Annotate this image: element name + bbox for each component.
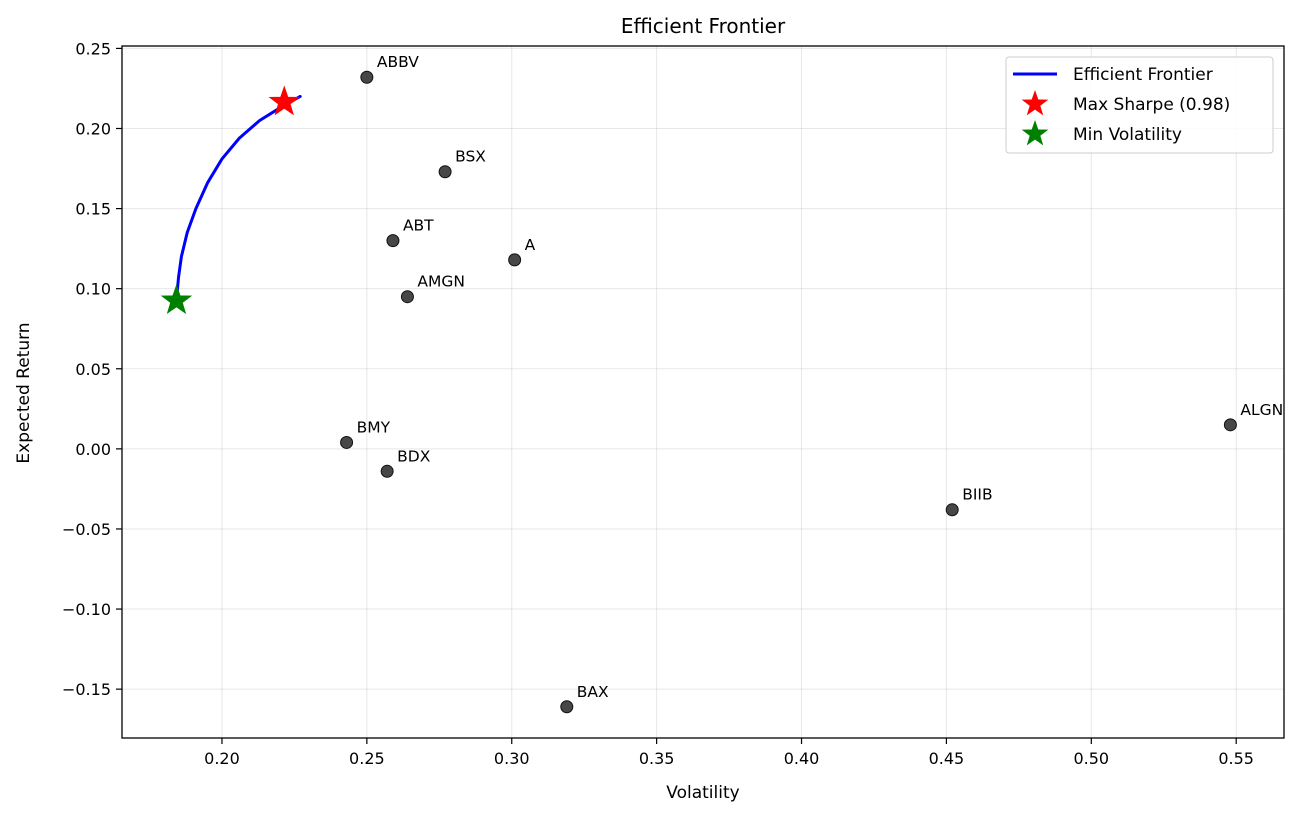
- portfolio-markers-layer: [160, 85, 300, 315]
- asset-point: [360, 70, 374, 84]
- legend-min-volatility-label: Min Volatility: [1073, 125, 1182, 145]
- grid-lines: [122, 46, 1284, 738]
- chart-title: Efficient Frontier: [621, 14, 786, 38]
- x-tick-label: 0.25: [349, 749, 385, 768]
- asset-point: [508, 253, 522, 267]
- x-tick-label: 0.40: [784, 749, 820, 768]
- plot-frame: [121, 45, 1285, 739]
- legend-max-sharpe-star: [1021, 90, 1049, 116]
- legend-star-shape: [1021, 120, 1049, 146]
- asset-label: BDX: [397, 447, 431, 465]
- y-tick-label: −0.10: [62, 600, 111, 619]
- asset-point: [945, 503, 959, 517]
- x-tick-label: 0.55: [1218, 749, 1254, 768]
- asset-label: A: [525, 236, 536, 254]
- max-sharpe-star: [268, 85, 300, 116]
- asset-label: ALGN: [1240, 401, 1283, 419]
- y-tick-label: 0.00: [75, 440, 111, 459]
- asset-label: ABT: [403, 217, 434, 235]
- asset-label: ABBV: [377, 53, 419, 71]
- y-tick-label: −0.15: [62, 680, 111, 699]
- min-volatility-star: [160, 284, 193, 315]
- asset-label: BSX: [455, 148, 486, 166]
- y-tick-label: 0.05: [75, 360, 111, 379]
- legend-frontier-label: Efficient Frontier: [1073, 65, 1213, 85]
- y-tick-label: 0.10: [75, 280, 111, 299]
- asset-point: [340, 435, 354, 449]
- y-axis-title: Expected Return: [14, 322, 34, 463]
- asset-point: [380, 464, 394, 478]
- asset-label: AMGN: [417, 273, 465, 291]
- y-tick-label: −0.05: [62, 520, 111, 539]
- asset-point: [386, 234, 400, 248]
- x-axis-ticks: 0.20 0.25 0.30 0.35 0.40 0.45 0.50 0.55: [204, 738, 1254, 768]
- legend-star-shape: [1021, 90, 1049, 116]
- x-tick-label: 0.45: [929, 749, 965, 768]
- y-tick-label: 0.20: [75, 119, 111, 138]
- asset-points-layer: ABBV BSX ABT A AMGN BMY BDX ALGN BIIB BAX: [340, 53, 1283, 714]
- asset-point: [1223, 418, 1237, 432]
- asset-label: BAX: [577, 683, 609, 701]
- x-tick-label: 0.20: [204, 749, 240, 768]
- y-tick-label: 0.15: [75, 200, 111, 219]
- legend-box: [1005, 56, 1274, 154]
- efficient-frontier-line: [175, 94, 302, 295]
- asset-point: [560, 700, 574, 714]
- asset-label: BIIB: [962, 486, 992, 504]
- x-tick-label: 0.30: [494, 749, 530, 768]
- x-axis-title: Volatility: [666, 783, 739, 803]
- legend: Efficient Frontier Max Sharpe (0.98) Min…: [1005, 56, 1274, 154]
- y-tick-label: 0.25: [75, 39, 111, 58]
- asset-point: [438, 165, 452, 179]
- y-axis-ticks: −0.15 −0.10 −0.05 0.00 0.05 0.10 0.15 0.20 0.25: [62, 39, 122, 699]
- asset-point: [400, 290, 414, 304]
- frontier-layer: [175, 94, 302, 295]
- legend-min-volatility-star: [1021, 120, 1049, 146]
- x-tick-label: 0.50: [1073, 749, 1109, 768]
- x-tick-label: 0.35: [639, 749, 675, 768]
- legend-max-sharpe-label: Max Sharpe (0.98): [1073, 95, 1230, 115]
- asset-label: BMY: [357, 418, 391, 436]
